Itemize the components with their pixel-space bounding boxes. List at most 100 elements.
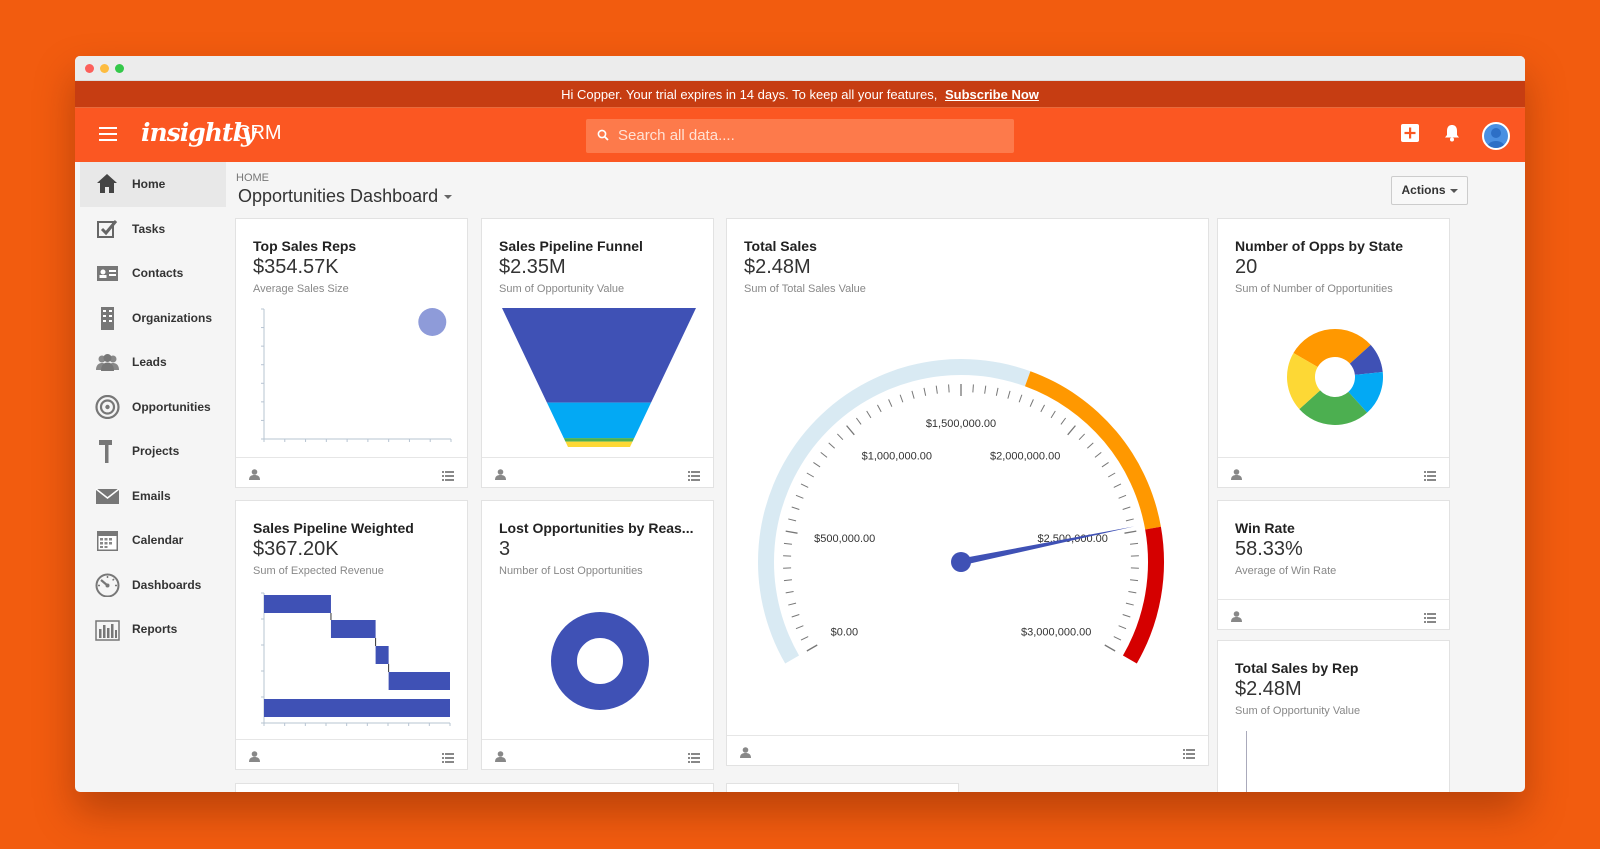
gauge-tick [876,404,882,413]
sidebar-item-organizations[interactable]: Organizations [80,296,226,341]
funnel-segment [546,402,652,439]
list-icon[interactable] [442,468,454,486]
user-icon[interactable] [1231,609,1242,627]
minimize-window-button[interactable] [100,64,109,73]
gauge-tick-label: $1,500,000.00 [926,418,996,430]
add-icon[interactable] [1401,124,1419,142]
sidebar-item-calendar[interactable]: Calendar [80,518,226,563]
gauge-tick-label: $0.00 [831,627,859,639]
card-value: $354.57K [253,256,339,278]
gauge-tick [1040,404,1046,413]
user-icon[interactable] [249,467,260,485]
actions-button[interactable]: Actions [1391,176,1468,205]
user-icon[interactable] [1231,467,1242,485]
user-icon[interactable] [249,749,260,767]
gauge-tick [1094,452,1102,458]
card-top-sales-reps[interactable]: Top Sales Reps $354.57K Average Sales Si… [235,218,468,488]
sidebar-item-leads[interactable]: Leads [80,340,226,385]
sidebar-item-opportunities[interactable]: Opportunities [80,385,226,430]
gauge-tick [795,625,804,630]
hamburger-menu-icon[interactable] [99,127,117,141]
card-subtitle: Sum of Number of Opportunities [1235,283,1393,295]
gauge-tick [995,387,999,396]
gauge-tick [1124,530,1137,534]
trial-message: Hi Copper. Your trial expires in 14 days… [561,87,938,102]
gauge-chart: $0.00 $500,000.00 $1,000,000.00 $1,500,000.… [758,359,1164,664]
gauge-tick [911,390,915,399]
card-value: 58.33% [1235,538,1303,560]
sidebar-item-label: Contacts [132,266,184,281]
gauge-tick [820,452,828,458]
gauge-tick [783,542,792,545]
list-icon[interactable] [1424,610,1436,628]
card-win-rate[interactable]: Win Rate 58.33% Average of Win Rate [1217,500,1450,630]
user-avatar[interactable] [1482,122,1510,150]
page-title: Opportunities Dashboard [238,186,439,206]
contacts-icon [94,261,120,285]
donut-slice [1349,344,1383,375]
dashboard-selector[interactable]: Opportunities Dashboard [238,186,453,207]
user-icon[interactable] [740,745,751,763]
gauge-tick [1128,591,1137,594]
actions-label: Actions [1401,183,1446,197]
scatter-chart [261,308,452,442]
close-window-button[interactable] [85,64,94,73]
list-icon[interactable] [442,750,454,768]
gauge-tick [1113,636,1122,641]
gauge-tick [935,385,938,394]
card-footer [1218,457,1449,487]
gauge-tick [1118,625,1127,630]
sidebar-item-dashboards[interactable]: Dashboards [80,563,226,608]
gauge-tick [788,602,797,606]
list-icon[interactable] [688,468,700,486]
gauge-tick [1125,602,1134,606]
list-icon[interactable] [1183,746,1195,764]
insightly-logo[interactable]: insightly [141,118,255,147]
user-icon[interactable] [495,749,506,767]
card-title: Win Rate [1235,520,1295,536]
sidebar-item-projects[interactable]: Projects [80,429,226,474]
sidebar-item-label: Calendar [132,533,184,548]
subscribe-now-link[interactable]: Subscribe Now [944,87,1039,102]
card-sales-pipeline-weighted[interactable]: Sales Pipeline Weighted $367.20K Sum of … [235,500,468,770]
gauge-needle [960,526,1135,566]
home-icon [94,172,120,196]
gauge-tick [866,410,872,419]
sidebar-item-label: Leads [132,355,167,370]
gauge-tick [828,442,835,449]
bell-icon[interactable] [1444,124,1460,142]
sidebar-item-home[interactable]: Home [80,162,226,207]
sidebar-item-label: Reports [132,622,178,637]
sidebar-item-tasks[interactable]: Tasks [80,207,226,252]
card-value: $2.35M [499,256,566,278]
list-icon[interactable] [1424,468,1436,486]
gauge-tick-label: $3,000,000.00 [1021,627,1091,639]
sidebar-item-emails[interactable]: Emails [80,474,226,519]
card-lost-opportunities[interactable]: Lost Opportunities by Reas... 3 Number o… [481,500,714,770]
card-footer [236,739,467,769]
search-input[interactable]: Search all data.... [586,119,1014,153]
sidebar-item-reports[interactable]: Reports [80,607,226,652]
list-icon[interactable] [688,750,700,768]
maximize-window-button[interactable] [115,64,124,73]
card-total-sales[interactable]: $0.00 $500,000.00 $1,000,000.00 $1,500,000.… [726,218,1209,766]
card-partial[interactable] [726,783,959,792]
donut-slice [1299,390,1368,425]
user-icon[interactable] [495,467,506,485]
card-partial[interactable] [235,783,714,792]
donut-chart [1287,329,1383,425]
chart-axis [1246,731,1247,792]
gauge-tick [1050,410,1056,419]
card-total-sales-by-rep[interactable]: Total Sales by Rep $2.48M Sum of Opportu… [1217,640,1450,792]
sidebar-item-contacts[interactable]: Contacts [80,251,226,296]
gauge-tick [888,399,893,407]
card-value: 20 [1235,256,1258,278]
gauge-band [1024,371,1161,530]
donut-slice [1287,353,1321,410]
gauge-pivot [951,552,971,572]
gauge-tick [1130,542,1139,545]
card-opps-by-state[interactable]: Number of Opps by State 20 Sum of Number… [1217,218,1450,488]
hammer-icon [94,439,120,464]
breadcrumb[interactable]: HOME [236,172,269,184]
card-sales-pipeline-funnel[interactable]: Sales Pipeline Funnel $2.35M Sum of Oppo… [481,218,714,488]
